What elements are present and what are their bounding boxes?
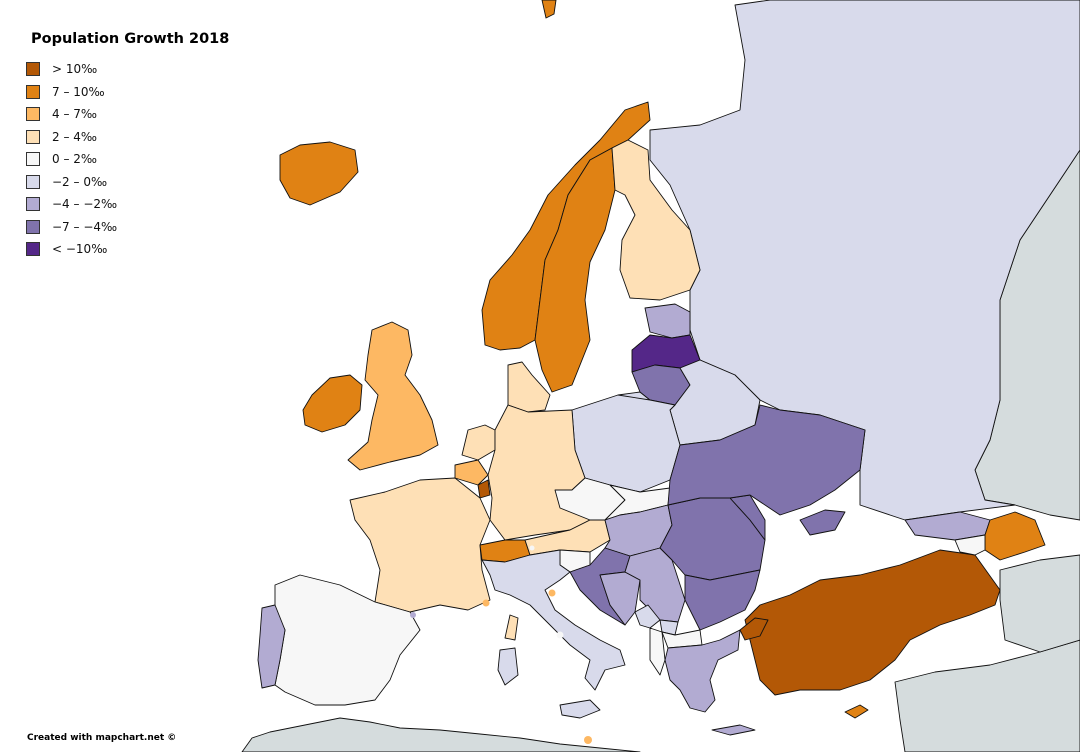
legend: > 10‰ 7 – 10‰ 4 – 7‰ 2 – 4‰ 0 – 2‰ −2 – …: [26, 58, 117, 261]
legend-swatch: [26, 197, 40, 212]
legend-label: 2 – 4‰: [52, 129, 97, 144]
region-middle-east: [894, 639, 1080, 752]
country-san-marino: [548, 589, 556, 597]
legend-swatch: [26, 219, 40, 234]
legend-item: 2 – 4‰: [26, 126, 117, 149]
country-belgium: [454, 459, 489, 486]
country-azerbaijan: [984, 511, 1046, 561]
country-italy-sardinia: [497, 647, 519, 686]
legend-swatch: [26, 129, 40, 144]
country-cyprus: [844, 704, 869, 719]
country-italy-sicily: [559, 699, 601, 719]
legend-label: 4 – 7‰: [52, 107, 97, 122]
legend-item: 4 – 7‰: [26, 103, 117, 126]
legend-item: −2 – 0‰: [26, 171, 117, 194]
country-vatican: [556, 631, 564, 639]
country-greece-crete: [711, 724, 756, 736]
legend-item: 7 – 10‰: [26, 81, 117, 104]
legend-label: −4 – −2‰: [52, 197, 118, 212]
country-monaco: [482, 599, 490, 607]
legend-item: −7 – −4‰: [26, 216, 117, 239]
legend-label: 0 – 2‰: [52, 152, 97, 167]
country-sweden: [534, 147, 616, 393]
country-netherlands: [461, 424, 496, 461]
region-north-africa: [241, 717, 641, 752]
credit-text: Created with mapchart.net ©: [27, 733, 177, 743]
country-turkey: [744, 549, 1001, 696]
country-armenia: [954, 534, 986, 556]
country-liechtenstein: [529, 545, 535, 551]
legend-swatch: [26, 107, 40, 122]
country-bulgaria: [684, 569, 761, 631]
country-iceland: [279, 141, 359, 206]
country-montenegro: [634, 604, 661, 629]
legend-swatch: [26, 242, 40, 257]
country-luxembourg: [477, 479, 491, 499]
legend-label: 7 – 10‰: [52, 84, 105, 99]
legend-swatch: [26, 152, 40, 167]
legend-item: −4 – −2‰: [26, 193, 117, 216]
legend-swatch: [26, 174, 40, 189]
country-france-corsica: [504, 614, 519, 641]
legend-swatch: [26, 62, 40, 77]
map-title: Population Growth 2018: [31, 31, 230, 47]
country-portugal: [257, 604, 286, 689]
legend-label: > 10‰: [52, 62, 98, 77]
legend-item: < −10‰: [26, 238, 117, 261]
legend-swatch: [26, 84, 40, 99]
country-albania: [649, 627, 666, 676]
country-north-macedonia: [661, 629, 703, 649]
country-poland: [571, 394, 681, 493]
legend-label: −2 – 0‰: [52, 174, 108, 189]
country-turkey-thrace: [739, 617, 769, 641]
country-estonia: [644, 303, 691, 339]
country-uk: [347, 321, 439, 471]
legend-label: −7 – −4‰: [52, 219, 118, 234]
region-caucasus-iran: [999, 554, 1080, 653]
country-france: [349, 477, 491, 613]
legend-item: > 10‰: [26, 58, 117, 81]
country-finland: [611, 139, 701, 301]
country-ukraine-crimea: [799, 509, 846, 536]
country-ukraine: [667, 404, 866, 516]
legend-label: < −10‰: [52, 242, 108, 257]
country-malta: [584, 736, 592, 744]
country-ireland: [302, 374, 363, 433]
country-norway-svalbard: [541, 0, 557, 19]
country-italy: [481, 549, 626, 691]
country-greece: [664, 629, 741, 713]
country-andorra: [410, 612, 416, 618]
legend-item: 0 – 2‰: [26, 148, 117, 171]
